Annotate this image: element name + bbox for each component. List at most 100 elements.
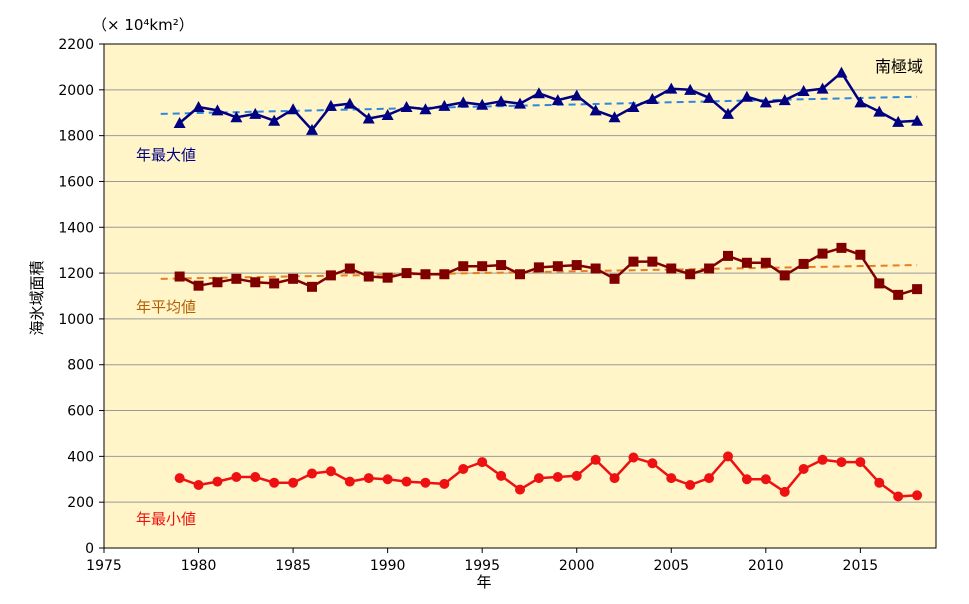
data-point-square: [685, 269, 696, 280]
y-axis-ticks: 0 200 400 600 800 1000 1200 1400 1600 1800 2000 220…: [58, 37, 104, 557]
x-tick-label: 1990: [370, 558, 406, 574]
data-point-circle: [609, 473, 620, 484]
data-point-triangle: [797, 84, 810, 96]
data-point-triangle: [892, 115, 905, 127]
data-point-square: [741, 257, 752, 268]
data-point-circle: [231, 471, 242, 482]
y-tick-label: 600: [67, 404, 94, 420]
data-point-circle: [628, 452, 639, 463]
data-point-circle: [193, 480, 204, 490]
data-point-square: [458, 261, 469, 272]
x-tick-label: 2000: [559, 558, 595, 574]
x-tick-label: 1995: [464, 558, 500, 574]
data-point-circle: [363, 473, 374, 484]
data-point-square: [174, 271, 185, 282]
data-point-circle: [477, 457, 488, 468]
y-tick-label: 2200: [58, 37, 94, 53]
data-point-square: [874, 278, 885, 289]
data-point-triangle: [211, 104, 224, 116]
data-point-circle: [552, 471, 563, 482]
data-point-circle: [250, 471, 261, 482]
data-point-triangle: [816, 82, 829, 94]
data-point-square: [250, 277, 261, 288]
data-point-triangle: [419, 103, 432, 115]
data-point-square: [723, 250, 733, 261]
data-point-square: [325, 270, 336, 281]
data-point-triangle: [778, 94, 791, 106]
y-tick-label: 400: [67, 449, 94, 465]
data-point-square: [571, 260, 582, 271]
data-point-circle: [288, 477, 299, 488]
data-point-triangle: [873, 105, 886, 117]
data-point-triangle: [287, 103, 300, 115]
data-point-circle: [590, 454, 601, 465]
data-point-square: [836, 242, 847, 253]
y-tick-label: 2000: [58, 83, 94, 99]
data-point-triangle: [173, 117, 186, 129]
data-point-triangle: [362, 112, 375, 124]
data-point-triangle: [343, 97, 356, 109]
data-point-circle: [798, 463, 809, 474]
data-point-circle: [666, 473, 677, 484]
data-point-circle: [647, 458, 658, 469]
data-point-triangle: [570, 89, 583, 101]
data-point-square: [798, 258, 809, 269]
data-point-square: [344, 263, 355, 274]
y-tick-label: 1600: [58, 174, 94, 190]
data-point-square: [496, 260, 507, 271]
data-point-square: [420, 269, 431, 280]
x-tick-label: 2010: [748, 558, 784, 574]
data-point-circle: [760, 474, 771, 485]
trend-line: [160, 95, 918, 115]
x-tick-label: 2015: [843, 558, 879, 574]
data-point-circle: [723, 451, 733, 462]
data-point-circle: [458, 463, 469, 474]
data-point-triangle: [589, 104, 602, 116]
y-tick-label: 1000: [58, 312, 94, 328]
y-tick-label: 0: [85, 541, 94, 557]
data-point-triangle: [646, 92, 659, 104]
data-point-triangle: [532, 87, 545, 99]
data-point-circle: [704, 473, 715, 484]
x-tick-label: 1980: [181, 558, 217, 574]
data-point-triangle: [722, 107, 734, 119]
data-point-square: [609, 273, 620, 284]
data-point-circle: [515, 484, 525, 495]
data-point-circle: [401, 476, 412, 487]
data-point-circle: [382, 474, 393, 485]
y-tick-label: 1800: [58, 129, 94, 145]
unit-label: （× 10⁴km²）: [92, 16, 194, 34]
data-point-circle: [307, 468, 317, 479]
data-point-triangle: [703, 91, 716, 103]
data-point-square: [288, 273, 299, 284]
y-tick-label: 1400: [58, 220, 94, 236]
x-axis-label: 年: [476, 573, 491, 591]
data-point-square: [855, 249, 866, 260]
data-point-square: [533, 262, 544, 273]
series-line: [179, 455, 918, 498]
data-point-triangle: [759, 96, 772, 108]
data-point-triangle: [854, 96, 867, 108]
x-tick-label: 2005: [653, 558, 689, 574]
y-tick-label: 200: [67, 495, 94, 511]
data-point-circle: [439, 478, 450, 489]
series-line: [178, 71, 918, 132]
data-point-square: [779, 270, 790, 281]
y-tick-label: 1200: [58, 266, 94, 282]
series-label: 年最大値: [136, 146, 196, 164]
data-point-circle: [496, 470, 507, 481]
data-point-circle: [533, 473, 544, 484]
series-line: [179, 246, 918, 297]
x-tick-label: 1975: [86, 558, 122, 574]
x-tick-label: 1985: [275, 558, 311, 574]
data-point-square: [515, 269, 525, 280]
data-point-circle: [893, 491, 904, 502]
data-point-triangle: [324, 99, 337, 111]
data-point-triangle: [740, 90, 753, 102]
data-point-circle: [212, 476, 223, 487]
data-point-circle: [571, 470, 582, 481]
data-point-square: [666, 263, 677, 274]
data-point-circle: [420, 477, 431, 488]
data-point-triangle: [381, 109, 394, 121]
